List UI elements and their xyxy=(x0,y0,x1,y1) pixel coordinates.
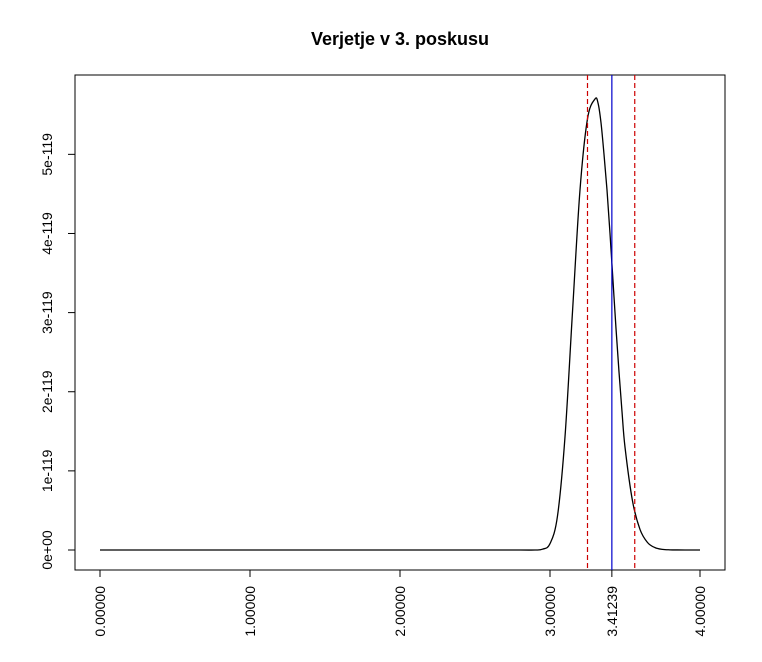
y-tick-label-4: 4e-119 xyxy=(39,212,55,255)
x-tick-label-1: 1.00000 xyxy=(242,586,258,637)
x-tick-label-3: 3.00000 xyxy=(542,586,558,637)
x-tick-label-2: 2.00000 xyxy=(392,586,408,637)
y-tick-label-0: 0e+00 xyxy=(39,530,55,570)
chart-title: Verjetje v 3. poskusu xyxy=(311,29,489,49)
vline-layer xyxy=(586,75,636,570)
plot-frame xyxy=(74,74,726,571)
y-axis: 0e+00 1e-119 2e-119 3e-119 4e-119 5e-119 xyxy=(39,133,75,570)
y-tick-label-1: 1e-119 xyxy=(39,449,55,492)
likelihood-curve-0 xyxy=(99,97,700,551)
x-tick-label-5: 4.00000 xyxy=(692,586,708,637)
y-tick-label-2: 2e-119 xyxy=(39,370,55,413)
y-tick-label-5: 5e-119 xyxy=(39,133,55,176)
y-tick-label-3: 3e-119 xyxy=(39,291,55,334)
x-tick-label-4: 3.41239 xyxy=(604,586,620,637)
x-tick-label-0: 0.00000 xyxy=(92,586,108,637)
series-layer xyxy=(99,97,700,551)
x-axis: 0.00000 1.00000 2.00000 3.00000 3.41239 4.000… xyxy=(92,570,708,637)
